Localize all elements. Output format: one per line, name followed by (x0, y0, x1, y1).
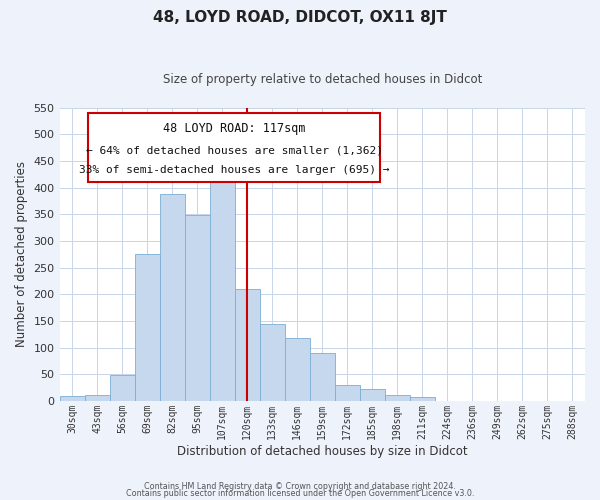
Bar (410, 396, 435, 401)
Text: Contains public sector information licensed under the Open Government Licence v3: Contains public sector information licen… (126, 489, 474, 498)
Bar (360, 389, 385, 401)
Bar (59, 396, 85, 401)
Bar (185, 216, 209, 401)
Text: Contains HM Land Registry data © Crown copyright and database right 2024.: Contains HM Land Registry data © Crown c… (144, 482, 456, 491)
Bar (235, 289, 260, 401)
Bar (209, 177, 235, 401)
Title: Size of property relative to detached houses in Didcot: Size of property relative to detached ho… (163, 72, 482, 86)
Text: 33% of semi-detached houses are larger (695) →: 33% of semi-detached houses are larger (… (79, 165, 389, 175)
Bar (310, 353, 335, 401)
Bar (335, 385, 360, 401)
Text: 48 LOYD ROAD: 117sqm: 48 LOYD ROAD: 117sqm (163, 122, 305, 135)
Bar (110, 376, 134, 401)
X-axis label: Distribution of detached houses by size in Didcot: Distribution of detached houses by size … (177, 444, 467, 458)
Bar (85, 394, 110, 401)
Bar (285, 338, 310, 401)
Text: 48, LOYD ROAD, DIDCOT, OX11 8JT: 48, LOYD ROAD, DIDCOT, OX11 8JT (153, 10, 447, 25)
FancyBboxPatch shape (88, 114, 380, 182)
Text: ← 64% of detached houses are smaller (1,362): ← 64% of detached houses are smaller (1,… (86, 146, 383, 156)
Bar (385, 394, 410, 401)
Bar (260, 324, 285, 401)
Y-axis label: Number of detached properties: Number of detached properties (15, 161, 28, 347)
Bar (134, 254, 160, 401)
Bar (160, 194, 185, 401)
